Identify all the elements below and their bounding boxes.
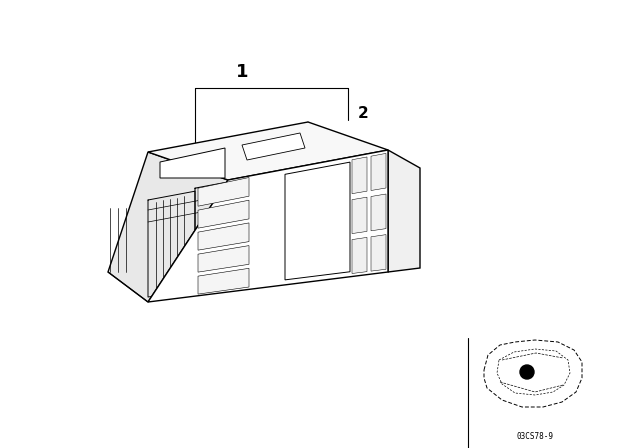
Polygon shape bbox=[371, 235, 386, 271]
Polygon shape bbox=[148, 122, 388, 180]
Polygon shape bbox=[352, 237, 367, 273]
Polygon shape bbox=[198, 246, 249, 272]
Polygon shape bbox=[371, 194, 386, 231]
Text: 03CS78-9: 03CS78-9 bbox=[516, 431, 554, 440]
Polygon shape bbox=[108, 272, 148, 302]
Polygon shape bbox=[160, 148, 225, 178]
Polygon shape bbox=[198, 177, 249, 206]
Polygon shape bbox=[198, 268, 249, 294]
Polygon shape bbox=[148, 150, 388, 302]
Text: 2: 2 bbox=[358, 105, 369, 121]
Polygon shape bbox=[198, 223, 249, 250]
Polygon shape bbox=[352, 157, 367, 194]
Polygon shape bbox=[242, 133, 305, 160]
Circle shape bbox=[520, 365, 534, 379]
Polygon shape bbox=[352, 197, 367, 233]
Polygon shape bbox=[371, 153, 386, 190]
Polygon shape bbox=[198, 200, 249, 228]
Text: 1: 1 bbox=[236, 63, 248, 81]
Polygon shape bbox=[285, 162, 350, 280]
Polygon shape bbox=[108, 152, 228, 302]
Polygon shape bbox=[388, 150, 420, 272]
